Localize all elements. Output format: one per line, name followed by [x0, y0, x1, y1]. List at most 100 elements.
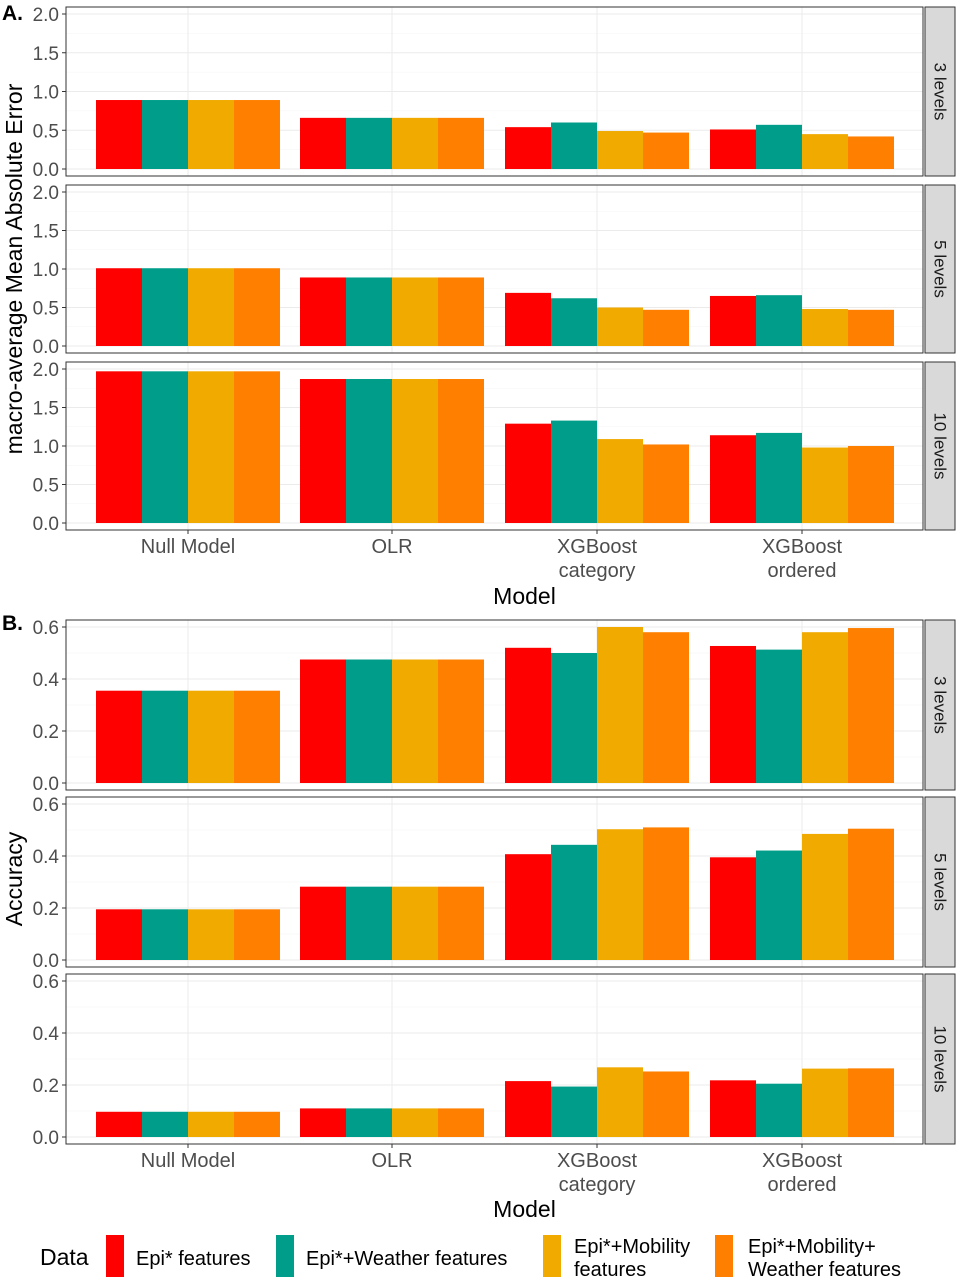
bar: [756, 432, 802, 523]
bar: [756, 295, 802, 346]
x-tick-label-line: Null Model: [141, 536, 235, 558]
bar: [643, 632, 689, 783]
bar: [597, 627, 643, 783]
bar: [346, 117, 392, 169]
x-tick-label-line: XGBoost: [762, 1150, 842, 1172]
panel-border: [65, 619, 924, 791]
legend-label: Epi*+Mobility+ Weather features: [748, 1236, 901, 1280]
legend-label-line: Weather features: [748, 1259, 901, 1280]
bar: [96, 268, 142, 346]
bar: [756, 850, 802, 960]
bar: [643, 1071, 689, 1137]
panel-border: [65, 973, 924, 1145]
x-tick-label-line: ordered: [768, 560, 837, 582]
bar: [96, 909, 142, 960]
bar: [234, 371, 280, 523]
legend-label-line: Epi*+Weather features: [306, 1248, 507, 1270]
bar: [234, 268, 280, 346]
y-tick-label: 1.0: [33, 83, 59, 104]
facet-strip-label: 10 levels: [931, 412, 950, 479]
bar: [643, 444, 689, 523]
y-tick-label: 0.0: [33, 774, 59, 795]
facet-1: 0.0 0.2 0.4 0.6 5 levels: [33, 795, 956, 972]
bar: [597, 307, 643, 346]
bar: [234, 690, 280, 783]
x-tick-label: XGBoost category: [557, 536, 637, 582]
chart-mae: A. 0.0 0.5 1.0 1.5 2.0 3 levels 0.0 0.5 1.0 1.5 2.0…: [1, 2, 956, 609]
bar: [643, 132, 689, 169]
bar: [551, 298, 597, 346]
bar: [142, 100, 188, 169]
bar: [392, 886, 438, 960]
x-tick-label-line: XGBoost: [557, 536, 637, 558]
x-tick-label: OLR: [371, 1150, 412, 1172]
bar: [300, 886, 346, 960]
facet-strip: [924, 973, 956, 1145]
bar: [96, 690, 142, 783]
x-axis-title: Model: [493, 1196, 556, 1222]
bar: [505, 854, 551, 960]
bar: [188, 371, 234, 523]
bar: [802, 447, 848, 523]
bar: [392, 659, 438, 783]
x-tick-label: XGBoost ordered: [762, 1150, 842, 1196]
legend: Data Epi* features Epi*+Weather features Ep…: [40, 1235, 901, 1280]
y-tick-label: 0.5: [33, 121, 59, 142]
facet-strip-label: 3 levels: [931, 63, 950, 121]
bar: [710, 129, 756, 169]
facet-strip-label: 10 levels: [931, 1025, 950, 1092]
legend-label: Epi* features: [136, 1248, 251, 1270]
bar: [346, 277, 392, 346]
bar: [300, 277, 346, 346]
y-tick-label: 0.4: [33, 1024, 60, 1045]
legend-label-line: Epi*+Mobility+: [748, 1236, 876, 1258]
bar: [710, 435, 756, 523]
bar: [392, 277, 438, 346]
bar: [756, 1083, 802, 1137]
y-tick-label: 1.5: [33, 222, 59, 243]
y-tick-label: 0.5: [33, 299, 59, 320]
bar: [234, 909, 280, 960]
facet-strip: [924, 619, 956, 791]
legend-swatch: [543, 1235, 561, 1277]
y-tick-label: 2.0: [33, 360, 59, 381]
legend-swatch: [276, 1235, 294, 1277]
y-tick-label: 2.0: [33, 5, 59, 26]
bar: [346, 659, 392, 783]
legend-label-line: Epi* features: [136, 1248, 251, 1270]
legend-swatch: [715, 1235, 733, 1277]
y-tick-label: 0.0: [33, 514, 59, 535]
legend-title: Data: [40, 1244, 89, 1270]
facet-0: 0.0 0.5 1.0 1.5 2.0 3 levels: [33, 5, 956, 181]
y-tick-label: 0.0: [33, 337, 59, 358]
chart-accuracy: B. 0.0 0.2 0.4 0.6 3 levels 0.0 0.2 0.4 0.6 5 leve…: [1, 612, 956, 1222]
bar: [392, 379, 438, 523]
y-tick-label: 1.0: [33, 437, 59, 458]
facet-2: 0.0 0.2 0.4 0.6 10 levels: [33, 972, 956, 1149]
y-tick-label: 0.5: [33, 476, 59, 497]
facet-strip: [924, 796, 956, 968]
y-tick-label: 0.6: [33, 795, 59, 816]
bar: [756, 649, 802, 783]
bar: [848, 628, 894, 783]
facet-0: 0.0 0.2 0.4 0.6 3 levels: [33, 618, 956, 795]
x-tick-label: Null Model: [141, 1150, 235, 1172]
bar: [188, 690, 234, 783]
y-tick-label: 1.5: [33, 399, 59, 420]
panel-border: [65, 796, 924, 968]
y-tick-label: 0.0: [33, 951, 59, 972]
bar: [597, 1067, 643, 1137]
y-axis-title: macro-average Mean Absolute Error: [1, 83, 27, 454]
x-tick-label-line: OLR: [371, 1150, 412, 1172]
bar: [96, 100, 142, 169]
bar: [142, 909, 188, 960]
bar: [848, 828, 894, 960]
bar: [142, 268, 188, 346]
bar: [551, 122, 597, 169]
bar: [643, 309, 689, 346]
bar: [346, 1108, 392, 1137]
bar: [802, 309, 848, 346]
bar: [392, 1108, 438, 1137]
y-tick-label: 0.2: [33, 899, 59, 920]
